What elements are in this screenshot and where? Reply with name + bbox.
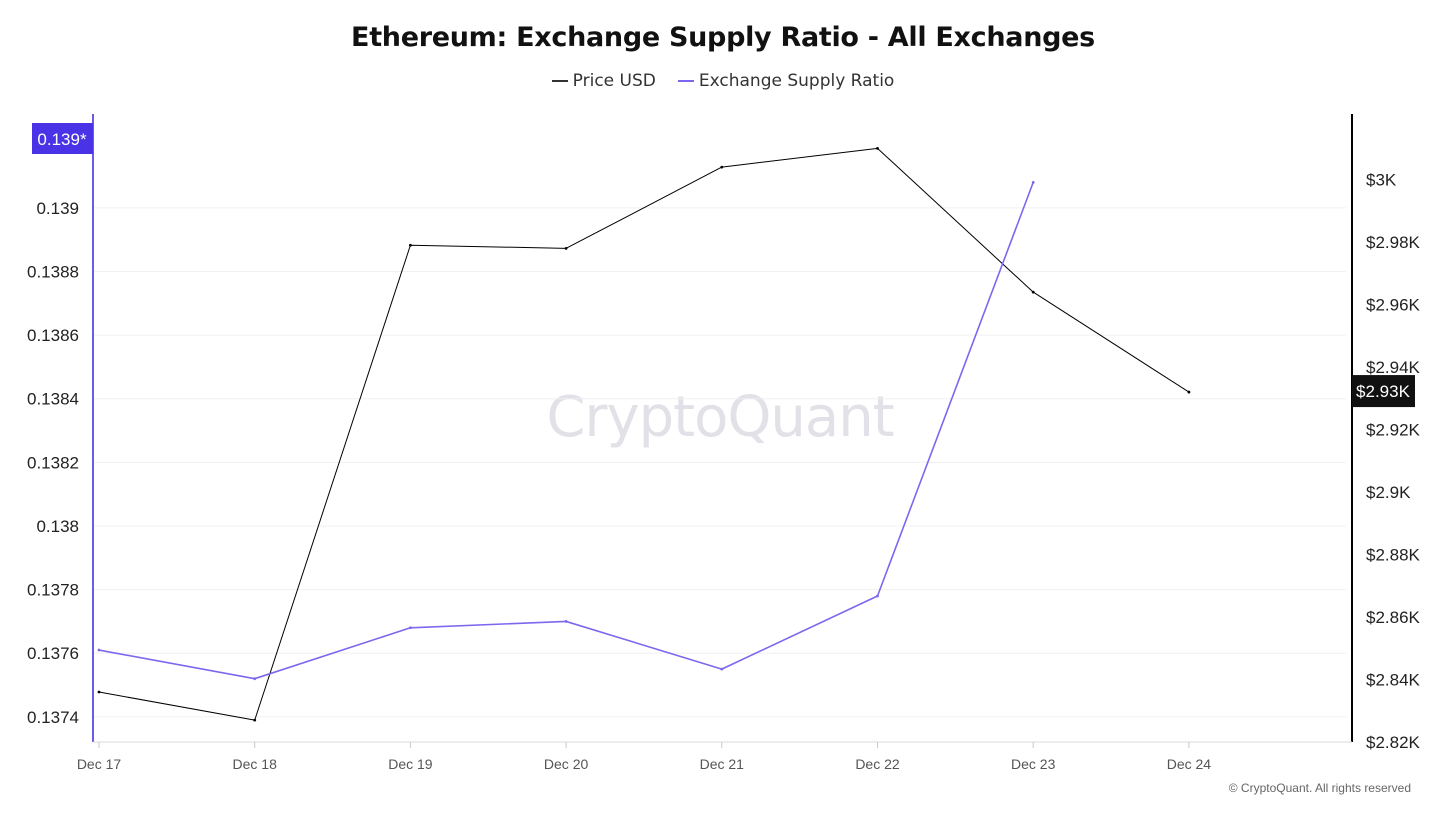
data-point-exchange-supply-ratio <box>409 626 412 630</box>
x-tick-label: Dec 18 <box>233 756 278 772</box>
right-current-badge-label: $2.93K <box>1356 382 1411 401</box>
right-current-badge <box>1352 375 1415 408</box>
x-tick-label: Dec 20 <box>544 756 589 772</box>
data-point-price-usd <box>564 246 568 250</box>
right-tick-label: $3K <box>1366 171 1397 190</box>
data-point-exchange-supply-ratio <box>97 648 101 652</box>
legend-label-supply-ratio: Exchange Supply Ratio <box>698 71 895 91</box>
data-point-price-usd <box>253 718 257 722</box>
chart-legend: Price USD Exchange Supply Ratio <box>0 71 1446 91</box>
data-point-exchange-supply-ratio <box>1031 180 1035 184</box>
data-point-price-usd <box>876 146 879 150</box>
right-tick-label: $2.84K <box>1366 671 1421 690</box>
left-tick-label: 0.1386 <box>27 326 79 345</box>
legend-label-price: Price USD <box>572 71 656 91</box>
x-tick-label: Dec 19 <box>388 756 433 772</box>
data-point-exchange-supply-ratio <box>876 594 879 598</box>
x-tick-label: Dec 21 <box>700 756 745 772</box>
left-tick-label: 0.1388 <box>27 262 79 281</box>
series-line-price-usd <box>98 147 1190 721</box>
right-tick-label: $2.96K <box>1366 296 1421 315</box>
right-y-axis: $2.82K $2.84K $2.86K $2.88K $2.9K $2.92K $2.94… <box>1351 114 1421 752</box>
chart-title: Ethereum: Exchange Supply Ratio - All Ex… <box>351 22 1095 53</box>
left-tick-label: 0.1382 <box>27 453 79 472</box>
data-point-price-usd <box>1031 290 1035 294</box>
watermark-logo: CryptoQuant <box>546 385 894 450</box>
left-tick-label: 0.1374 <box>27 708 79 727</box>
right-tick-label: $2.98K <box>1366 233 1421 252</box>
x-tick-label: Dec 17 <box>77 756 122 772</box>
x-tick-label: Dec 22 <box>855 756 900 772</box>
x-axis: Dec 17 Dec 18 Dec 19 Dec 20 Dec 21 Dec 22 Dec … <box>77 741 1352 772</box>
legend-item-supply-ratio[interactable]: Exchange Supply Ratio <box>677 71 895 91</box>
right-tick-label: $2.88K <box>1366 546 1421 565</box>
data-point-price-usd <box>409 243 412 247</box>
legend-item-price[interactable]: Price USD <box>551 71 656 91</box>
left-tick-label: 0.138 <box>36 517 79 536</box>
right-tick-label: $2.82K <box>1366 733 1421 752</box>
data-point-price-usd <box>1187 390 1191 394</box>
data-point-exchange-supply-ratio <box>720 667 724 671</box>
left-current-badge <box>32 123 93 154</box>
left-tick-label: 0.1378 <box>27 581 79 600</box>
left-tick-label: 0.139 <box>36 199 79 218</box>
series-layer <box>97 146 1191 722</box>
left-y-axis: 0.1374 0.1376 0.1378 0.138 0.1382 0.1384 0.138… <box>27 114 94 742</box>
data-point-price-usd <box>720 165 724 169</box>
data-point-price-usd <box>97 690 101 694</box>
right-tick-label: $2.9K <box>1366 483 1411 502</box>
copyright-notice: © CryptoQuant. All rights reserved <box>1228 781 1411 795</box>
grid-lines <box>93 207 1346 718</box>
legend-swatch-price <box>551 80 568 82</box>
data-point-exchange-supply-ratio <box>253 677 257 681</box>
axis-badges: 0.139* $2.93K <box>32 123 1415 408</box>
right-tick-label: $2.94K <box>1366 358 1421 377</box>
data-point-exchange-supply-ratio <box>564 620 568 623</box>
x-tick-label: Dec 24 <box>1167 756 1212 772</box>
x-tick-label: Dec 23 <box>1011 756 1056 772</box>
left-tick-label: 0.1376 <box>27 644 79 663</box>
right-tick-label: $2.86K <box>1366 608 1421 627</box>
right-tick-label: $2.92K <box>1366 421 1421 440</box>
legend-swatch-supply-ratio <box>677 80 694 82</box>
series-line-exchange-supply-ratio <box>98 182 1034 680</box>
left-tick-label: 0.1384 <box>27 390 79 409</box>
left-current-badge-label: 0.139* <box>37 130 87 149</box>
